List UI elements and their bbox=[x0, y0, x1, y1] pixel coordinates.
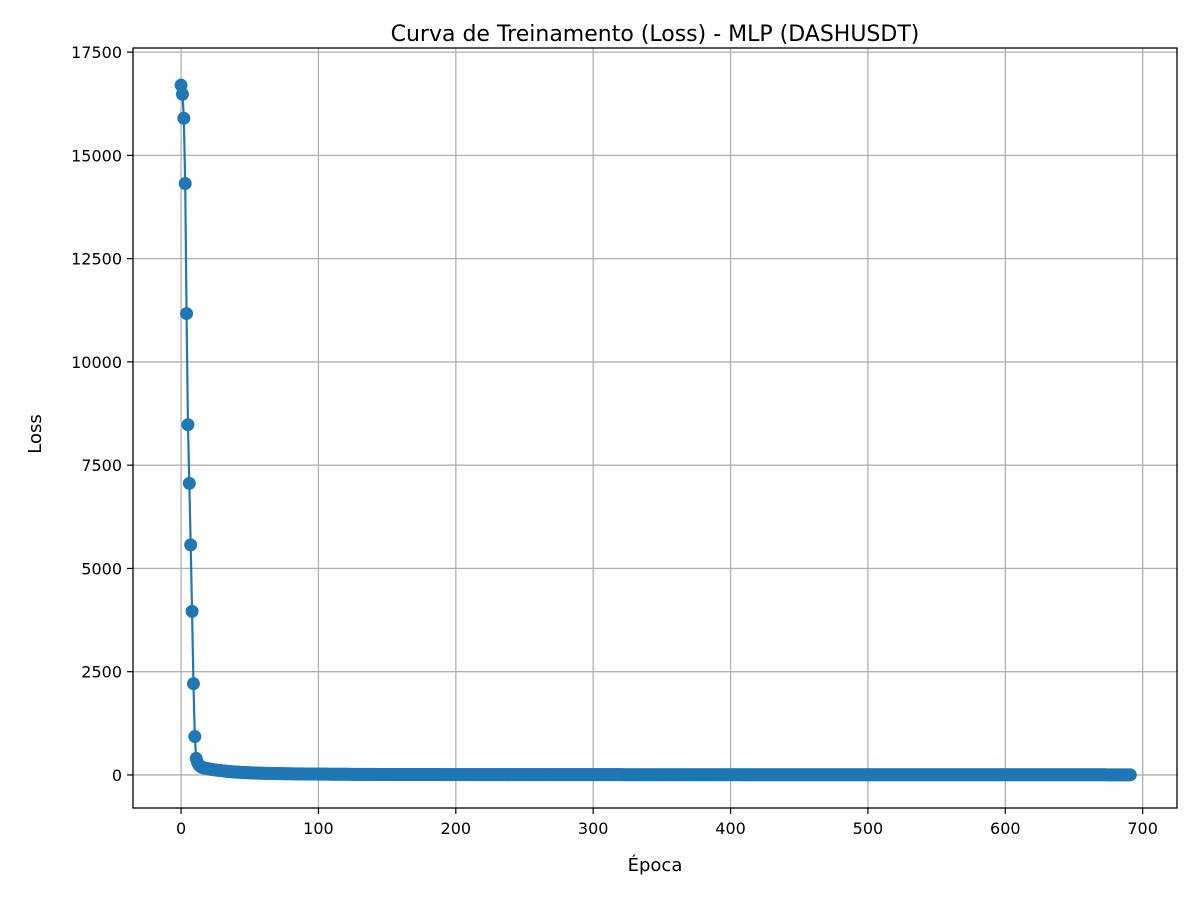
y-tick-label: 5000 bbox=[81, 559, 122, 578]
x-tick-label: 100 bbox=[303, 819, 334, 838]
grid-lines bbox=[133, 48, 1177, 808]
loss-point bbox=[186, 677, 200, 691]
loss-point bbox=[185, 604, 199, 618]
y-tick-label: 0 bbox=[112, 766, 122, 785]
loss-point bbox=[177, 111, 191, 125]
loss-point bbox=[182, 476, 196, 490]
loss-point bbox=[1123, 768, 1137, 782]
loss-point bbox=[180, 307, 194, 321]
x-tick-label: 400 bbox=[715, 819, 746, 838]
loss-point bbox=[175, 87, 189, 101]
x-tick-label: 300 bbox=[578, 819, 609, 838]
y-tick-label: 12500 bbox=[71, 250, 122, 269]
x-axis-label: Época bbox=[628, 854, 683, 876]
y-tick-label: 2500 bbox=[81, 663, 122, 682]
y-tick-label: 17500 bbox=[71, 43, 122, 62]
x-tick-label: 500 bbox=[853, 819, 884, 838]
x-tick-label: 600 bbox=[990, 819, 1021, 838]
chart-title: Curva de Treinamento (Loss) - MLP (DASHU… bbox=[391, 22, 920, 47]
y-tick-label: 7500 bbox=[81, 456, 122, 475]
axis-ticks: 0 100 200 300 400 500 600 700 0 2500 5000 7500 10000… bbox=[71, 43, 1158, 838]
x-tick-label: 700 bbox=[1127, 819, 1158, 838]
loss-point bbox=[178, 176, 192, 190]
loss-point bbox=[181, 418, 195, 432]
y-tick-label: 15000 bbox=[71, 146, 122, 165]
loss-point bbox=[188, 730, 202, 744]
series-loss bbox=[174, 78, 1137, 782]
y-axis-label: Loss bbox=[25, 414, 46, 453]
x-tick-label: 200 bbox=[441, 819, 472, 838]
loss-point bbox=[184, 538, 198, 552]
plot-frame bbox=[132, 47, 1178, 809]
y-tick-label: 10000 bbox=[71, 353, 122, 372]
x-tick-label: 0 bbox=[176, 819, 186, 838]
